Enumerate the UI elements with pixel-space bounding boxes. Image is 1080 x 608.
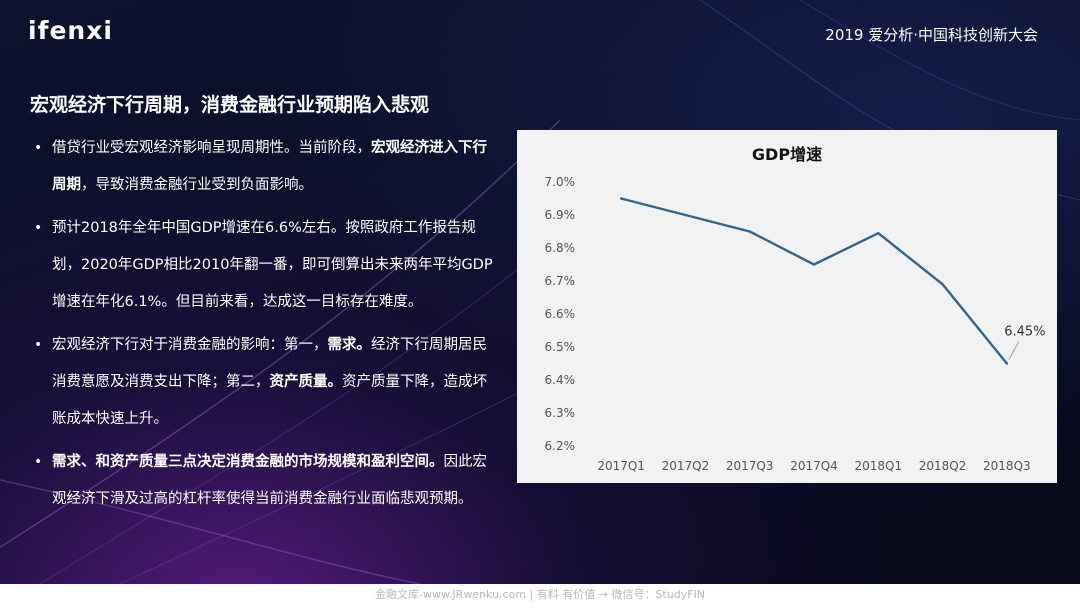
bullet-list: • 借贷行业受宏观经济影响呈现周期性。当前阶段，宏观经济进入下行周期，导致消费金融… [30,130,500,524]
bullet-emphasis-text: 需求。 [327,337,372,353]
gdp-line-chart: GDP增速 6.2% 6.3% 6.4% 6.5% 6.6% 6.7% 6.8% 6.9% 7.0… [545,145,1046,473]
series-line [620,197,1008,365]
slide-background: ifenxi 2019 爱分析·中国科技创新大会 宏观经济下行周期，消费金融行业… [0,0,1080,584]
bullet-dot-icon: • [34,140,43,156]
y-tick-label: 6.8% [545,241,576,255]
bullet-dot-icon: • [34,454,43,470]
x-tick-label: 2017Q1 [597,459,645,473]
bullet-dot-icon: • [34,220,43,236]
bullet-text: 因此宏观经济下滑及过高的杠杆率使得当前消费金融行业面临悲观预期。 [52,454,487,507]
annotation-leader-line [1008,341,1020,360]
x-tick-label: 2018Q1 [854,459,902,473]
bullet-emphasis-text: 资产质量。 [269,374,343,390]
x-tick-label: 2018Q2 [919,459,967,473]
data-point [748,230,751,233]
y-tick-label: 6.4% [545,373,576,387]
x-tick-label: 2018Q3 [983,459,1031,473]
conference-title: 2019 爱分析·中国科技创新大会 [825,26,1038,44]
y-tick-label: 6.3% [545,406,576,420]
bullet-item: • 宏观经济下行对于消费金融的影响：第一，需求。经济下行周期居民消费意愿及消费支出… [30,327,500,438]
slide-title: 宏观经济下行周期，消费金融行业预期陷入悲观 [30,94,430,116]
data-point [941,283,944,286]
data-point [619,197,623,200]
bullet-dot-icon: • [34,337,43,353]
y-tick-label: 6.6% [545,307,576,321]
bullet-item: • 借贷行业受宏观经济影响呈现周期性。当前阶段，宏观经济进入下行周期，导致消费金融… [30,130,500,204]
data-point [684,213,687,217]
data-label: 6.45% [1004,325,1045,340]
data-point [1005,362,1009,365]
decorative-light-streaks [0,0,1080,584]
y-tick-label: 7.0% [545,175,576,189]
bullet-text: 预计2018年全年中国GDP增速在6.6%左右。按照政府工作报告规划，2020年… [52,220,493,310]
bullet-text: 借贷行业受宏观经济影响呈现周期性。当前阶段， [52,140,371,156]
x-tick-label: 2017Q4 [790,459,838,473]
bullet-item: • 需求、和资产质量三点决定消费金融的市场规模和盈利空间。因此宏观经济下滑及过高的… [30,444,500,518]
bullet-text: 宏观经济下行对于消费金融的影响：第一， [52,337,328,353]
gdp-chart-panel: GDP增速 6.2% 6.3% 6.4% 6.5% 6.6% 6.7% 6.8% 6.9% 7.0… [517,130,1057,483]
ifenxi-logo: ifenxi [28,16,113,45]
y-tick-label: 6.2% [545,439,576,453]
bullet-text: 经济下行周期居民消费意愿及消费支出下降；第二， [52,337,487,390]
x-tick-label: 2017Q3 [726,459,774,473]
chart-title: GDP增速 [752,145,822,164]
data-point [877,231,880,235]
x-tick-label: 2017Q2 [662,459,710,473]
y-tick-label: 6.9% [545,208,576,222]
bullet-emphasis-text: 需求、和资产质量三点决定消费金融的市场规模和盈利空间。 [52,454,444,470]
y-tick-label: 6.5% [545,340,576,354]
y-tick-label: 6.7% [545,274,576,288]
bullet-text: ，导致消费金融行业受到负面影响。 [81,177,313,193]
bullet-item: • 预计2018年全年中国GDP增速在6.6%左右。按照政府工作报告规划，2020… [30,210,500,321]
data-point [812,263,816,266]
bullet-emphasis-text: 宏观经济进入下行周期 [52,140,487,193]
bullet-text: 资产质量下降，造成坏账成本快速上升。 [52,374,487,427]
footer-watermark: 金融文库-www.JRwenku.com | 有料 有价值 → 微信号：Stud… [0,584,1080,608]
